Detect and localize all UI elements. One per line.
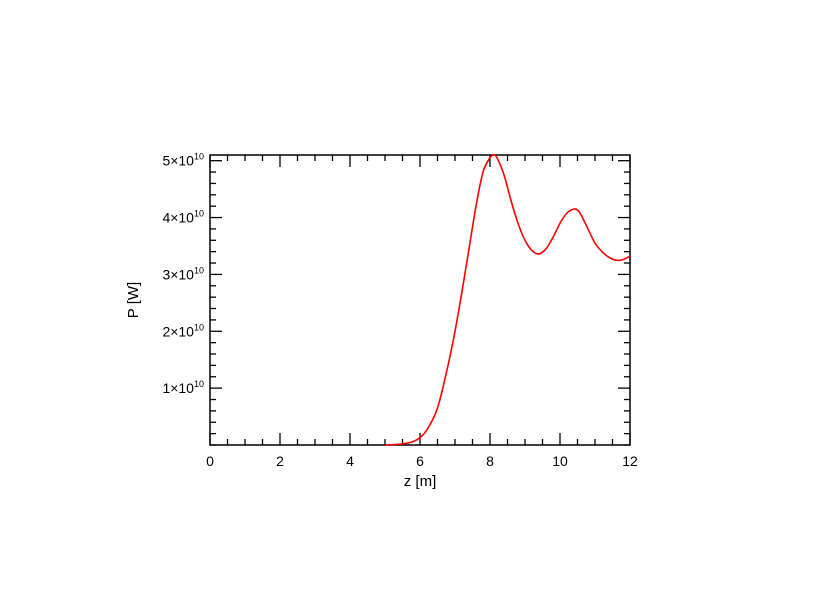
x-tick-label: 4 xyxy=(346,453,354,469)
plot-frame xyxy=(209,154,631,446)
y-tick-label: 2×1010 xyxy=(162,322,204,339)
x-tick-label: 8 xyxy=(486,453,494,469)
x-tick-label: 6 xyxy=(416,453,424,469)
minor-ticks xyxy=(210,155,630,446)
y-tick-label: 4×1010 xyxy=(162,209,204,226)
x-tick-label: 10 xyxy=(552,453,568,469)
major-ticks xyxy=(209,155,631,445)
y-axis-label: P [W] xyxy=(125,282,142,318)
y-tick-label: 5×1010 xyxy=(162,152,204,169)
x-tick-labels: 0 2 4 6 8 10 12 xyxy=(206,453,638,469)
y-tick-label: 1×1010 xyxy=(162,379,204,396)
x-tick-label: 12 xyxy=(622,453,638,469)
y-tick-label: 3×1010 xyxy=(162,265,204,282)
x-axis-label: z [m] xyxy=(404,473,437,490)
series-line xyxy=(384,154,631,446)
y-tick-labels: 1×1010 2×1010 3×1010 4×1010 5×1010 xyxy=(162,152,204,396)
series-group xyxy=(384,154,631,446)
x-tick-label: 0 xyxy=(206,453,214,469)
x-tick-label: 2 xyxy=(276,453,284,469)
